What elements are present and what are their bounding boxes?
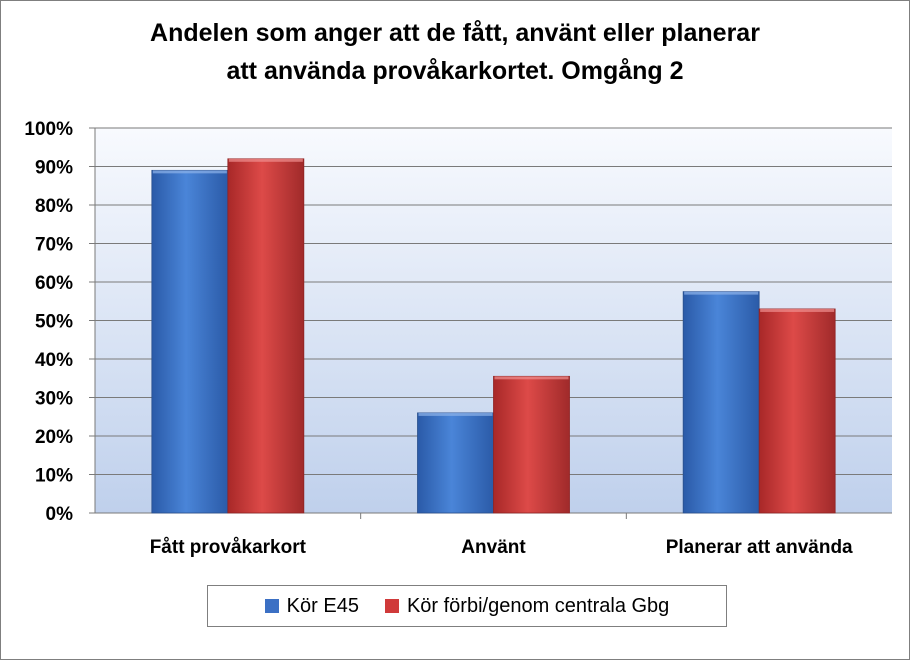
y-tick-label: 20% [35, 427, 73, 448]
legend: Kör E45 Kör förbi/genom centrala Gbg [207, 585, 727, 627]
bar-top-highlight [152, 170, 227, 174]
y-tick-label: 10% [35, 466, 73, 487]
x-tick-label: Använt [461, 537, 526, 558]
bar [682, 291, 760, 514]
bar-top-highlight [684, 291, 759, 295]
bar-top-highlight [418, 412, 493, 416]
y-tick-label: 70% [35, 235, 73, 256]
legend-swatch-blue [264, 599, 279, 613]
bar [151, 169, 229, 514]
y-tick-label: 80% [35, 196, 73, 217]
y-tick-label: 0% [46, 504, 74, 525]
bar [758, 308, 836, 514]
y-tick-label: 60% [35, 273, 73, 294]
bar [417, 412, 494, 514]
legend-swatch-red [384, 599, 399, 613]
chart-title: Andelen som anger att de fått, använt el… [0, 14, 910, 90]
x-tick-label: Fått provåkarkort [150, 537, 307, 558]
bar-top-highlight [228, 158, 303, 162]
y-tick-label: 50% [35, 312, 73, 333]
legend-label-series-1: Kör E45 [286, 594, 359, 617]
x-tick-label: Planerar att använda [666, 537, 853, 558]
y-tick-label: 90% [35, 158, 73, 179]
bar-top-highlight [494, 376, 569, 380]
bar [493, 375, 570, 514]
y-tick-label: 40% [35, 350, 73, 371]
y-tick-label: 100% [24, 119, 73, 140]
y-tick-label: 30% [35, 389, 73, 410]
legend-item-series-1: Kör E45 [264, 594, 359, 618]
bar-top-highlight [760, 308, 835, 312]
legend-item-series-2: Kör förbi/genom centrala Gbg [384, 594, 670, 618]
chart-title-line-1: Andelen som anger att de fått, använt el… [150, 19, 760, 47]
legend-label-series-2: Kör förbi/genom centrala Gbg [406, 594, 670, 617]
chart-title-line-2: att använda provåkarkortet. Omgång 2 [226, 57, 684, 85]
bar [227, 158, 305, 514]
